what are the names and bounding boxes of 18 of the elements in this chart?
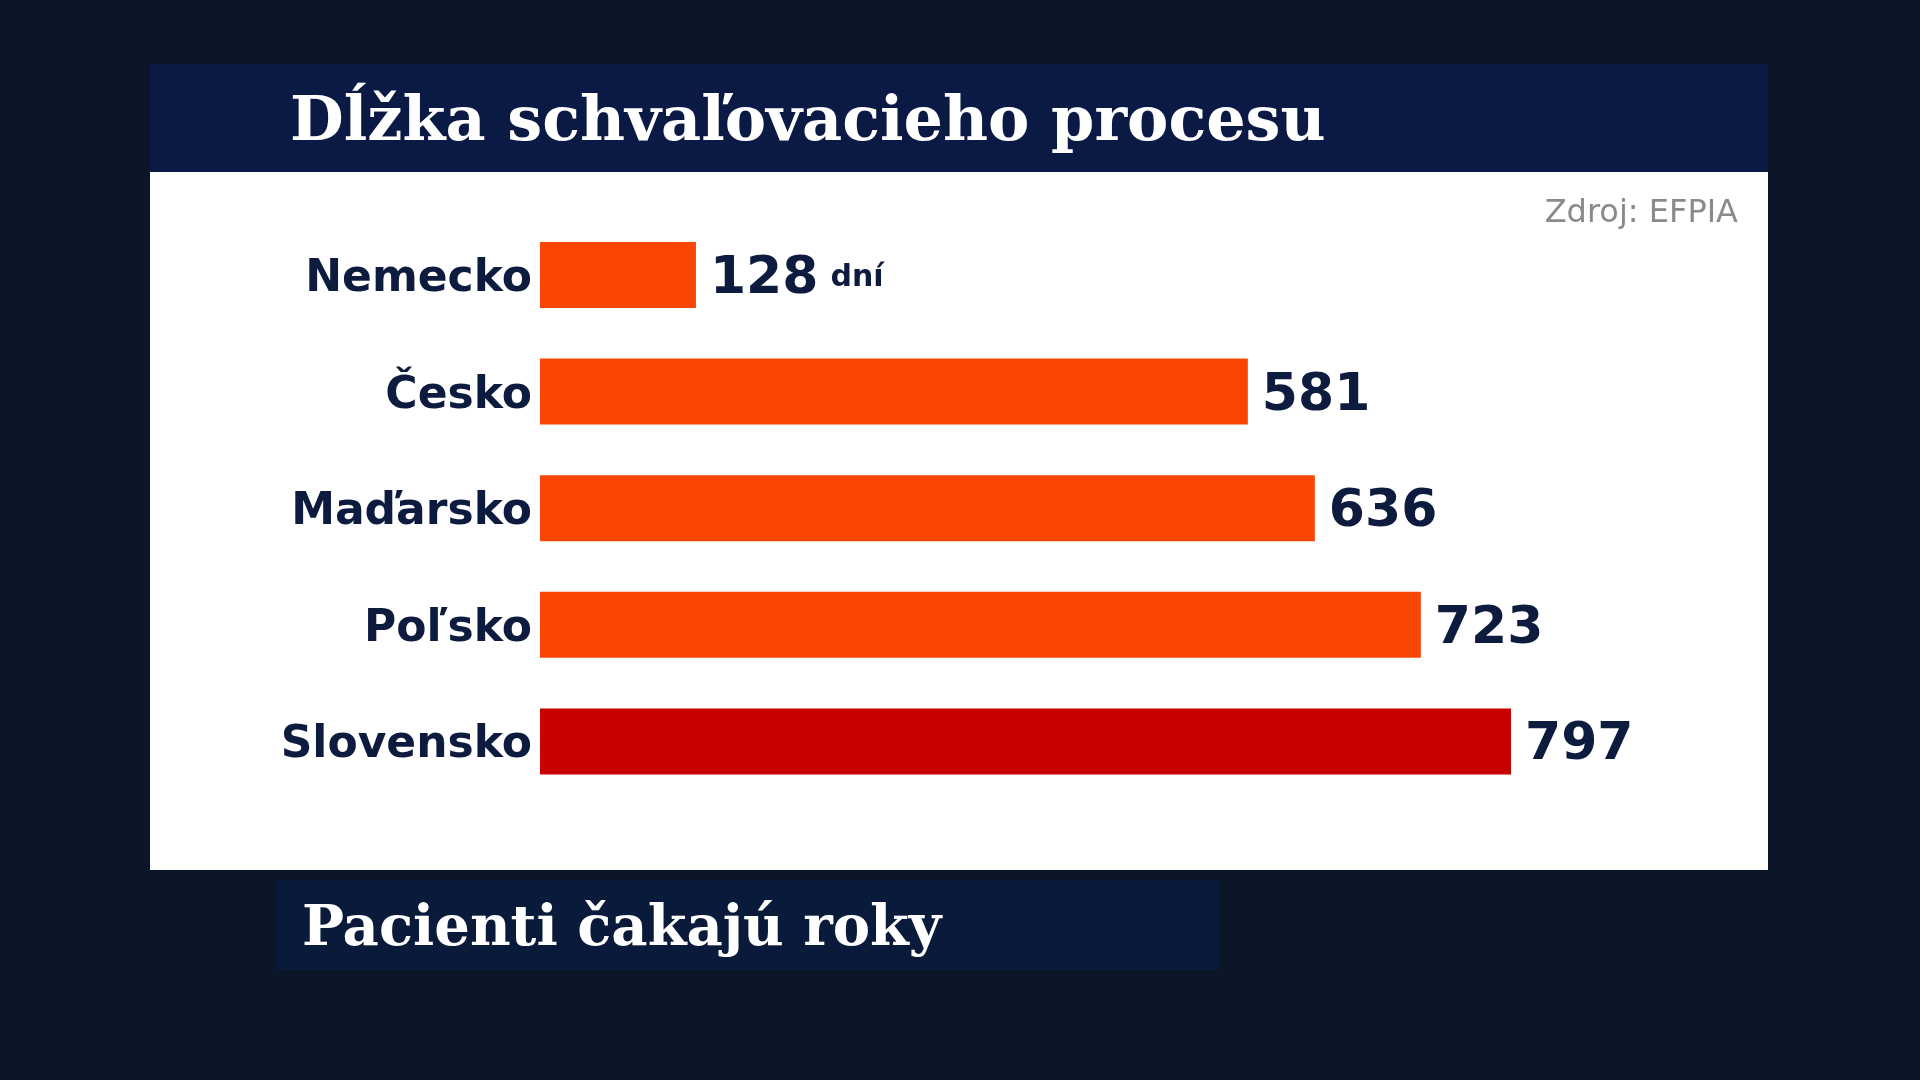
- bar: [540, 475, 1315, 542]
- data-label: 581: [1261, 361, 1371, 422]
- chart-title: Dĺžka schvaľovacieho procesu: [290, 81, 1326, 155]
- text: Zdroj: EFPIA: [1544, 192, 1738, 230]
- data-label: 723: [1434, 594, 1544, 655]
- bar: [540, 358, 1248, 425]
- data-label: 128 dní: [709, 245, 886, 305]
- data-label: 636: [1328, 478, 1438, 539]
- bar: [540, 242, 696, 308]
- bar: [540, 591, 1421, 658]
- data-label: 797: [1525, 711, 1634, 772]
- y-tick-label: Poľsko: [363, 599, 532, 651]
- y-tick-label: Slovensko: [280, 716, 532, 768]
- y-tick-label: Nemecko: [305, 249, 532, 301]
- y-tick-label: Maďarsko: [291, 483, 532, 535]
- y-tick-label: Česko: [385, 365, 532, 418]
- text: Pacienti čakajú roky: [302, 892, 942, 958]
- bar: [540, 708, 1511, 775]
